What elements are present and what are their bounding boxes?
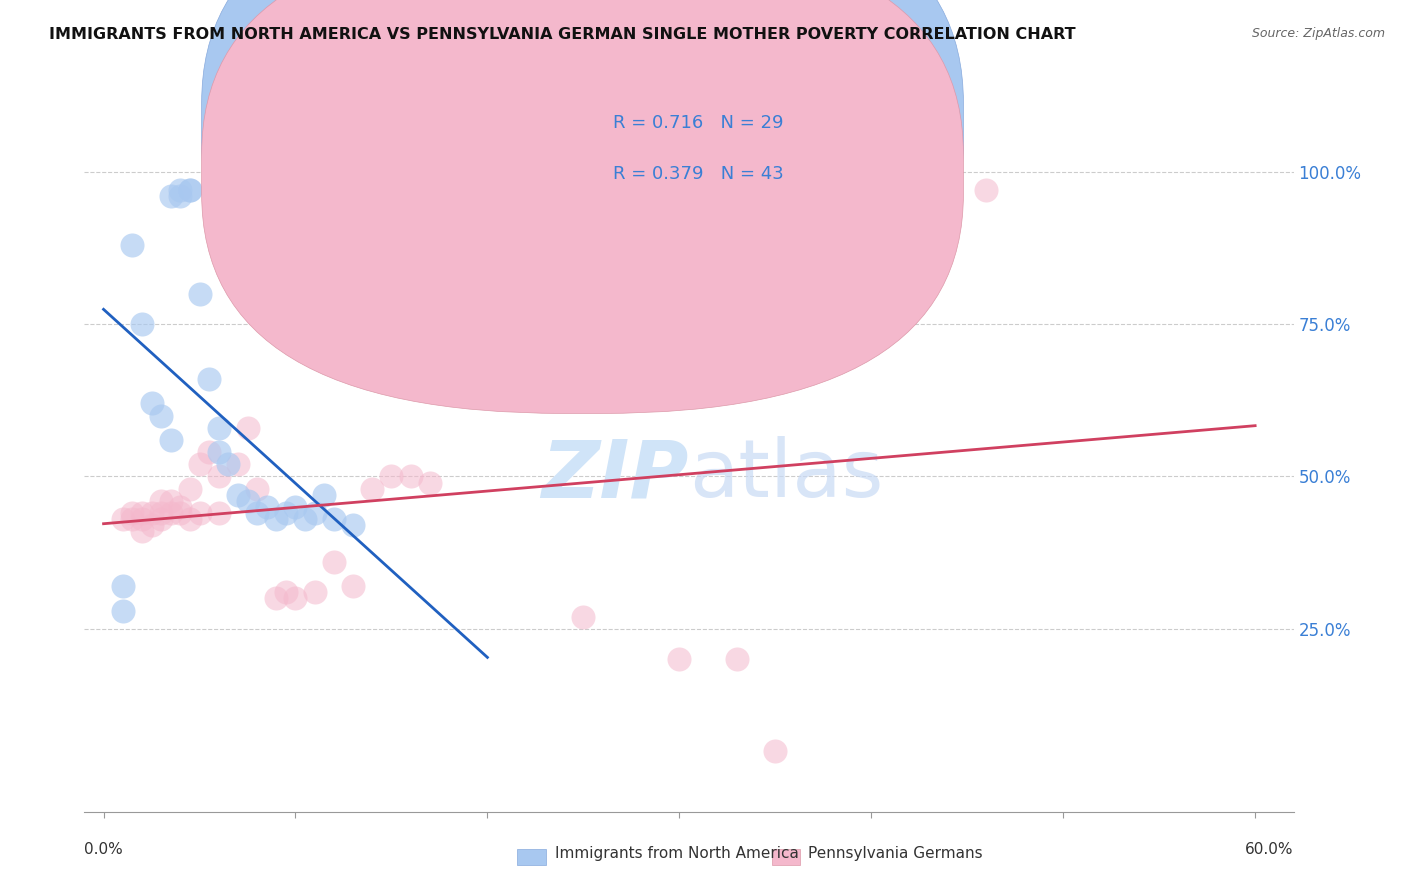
Point [150,506,173,520]
Point [342,579,364,593]
Point [131,524,153,539]
Point [131,512,153,526]
Point [763,744,786,758]
Point [159,494,181,508]
Point [141,506,163,520]
Point [169,500,191,514]
Point [208,506,231,520]
Point [284,591,307,606]
Point [169,506,191,520]
Point [208,421,231,435]
Point [419,475,441,490]
Text: atlas: atlas [689,436,883,515]
Point [294,512,316,526]
Point [111,579,134,593]
Point [266,591,288,606]
Point [266,512,288,526]
Text: 0.0%: 0.0% [84,842,124,857]
Point [159,189,181,203]
Point [111,604,134,618]
Point [208,469,231,483]
Point [121,238,143,252]
Point [342,518,364,533]
Point [131,317,153,331]
Point [188,286,211,301]
Point [322,555,344,569]
Point [198,445,221,459]
Text: R = 0.716   N = 29: R = 0.716 N = 29 [613,113,783,132]
Bar [517,849,546,865]
Point [159,506,181,520]
Point [304,585,326,599]
Point [150,494,173,508]
Point [284,500,307,514]
Point [304,506,326,520]
Text: Source: ZipAtlas.com: Source: ZipAtlas.com [1251,27,1385,40]
Point [131,506,153,520]
Point [150,409,173,423]
Point [274,506,297,520]
Point [141,396,163,410]
Point [380,469,402,483]
Point [169,189,191,203]
Text: Immigrants from North America: Immigrants from North America [555,847,799,861]
Point [246,506,269,520]
Point [150,512,173,526]
Point [198,372,221,386]
Point [322,512,344,526]
Point [256,500,278,514]
Point [477,335,499,350]
Point [314,488,336,502]
Point [169,183,191,197]
Point [188,506,211,520]
Point [976,183,998,197]
Text: R = 0.379   N = 43: R = 0.379 N = 43 [613,165,783,183]
Text: Pennsylvania Germans: Pennsylvania Germans [808,847,983,861]
Point [668,652,690,666]
Point [208,445,231,459]
Point [188,458,211,472]
Text: ZIP: ZIP [541,436,689,515]
Point [226,488,249,502]
Point [725,652,748,666]
Text: 60.0%: 60.0% [1246,842,1294,857]
Point [121,512,143,526]
Text: IMMIGRANTS FROM NORTH AMERICA VS PENNSYLVANIA GERMAN SINGLE MOTHER POVERTY CORRE: IMMIGRANTS FROM NORTH AMERICA VS PENNSYL… [49,27,1076,42]
Bar [772,849,800,865]
Point [217,458,239,472]
Point [179,482,201,496]
Point [274,585,297,599]
FancyBboxPatch shape [201,0,963,414]
Point [236,421,259,435]
Point [179,183,201,197]
Point [121,506,143,520]
Point [179,512,201,526]
Point [457,359,479,374]
Point [141,518,163,533]
FancyBboxPatch shape [538,80,889,219]
Point [246,482,269,496]
Point [226,458,249,472]
Point [236,494,259,508]
Point [179,183,201,197]
Point [111,512,134,526]
Point [159,433,181,447]
Point [763,183,786,197]
Point [399,469,422,483]
Point [361,482,384,496]
FancyBboxPatch shape [201,0,963,362]
Point [572,609,595,624]
